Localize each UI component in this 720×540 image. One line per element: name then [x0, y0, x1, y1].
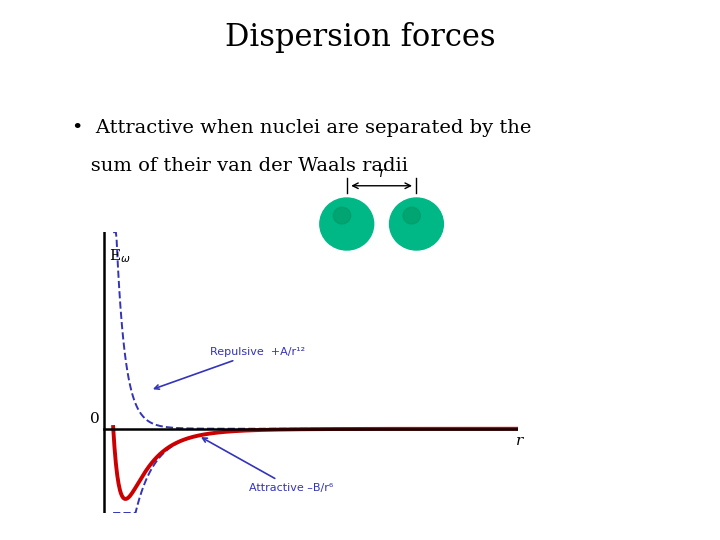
Text: Attractive –B/r⁶: Attractive –B/r⁶ [202, 438, 333, 492]
Circle shape [390, 198, 444, 250]
Text: Repulsive  +A/r¹²: Repulsive +A/r¹² [155, 347, 305, 389]
Circle shape [403, 207, 420, 224]
Circle shape [333, 207, 351, 224]
Text: 0: 0 [90, 412, 99, 426]
Text: sum of their van der Waals radii: sum of their van der Waals radii [72, 157, 408, 174]
Text: •  Attractive when nuclei are separated by the: • Attractive when nuclei are separated b… [72, 119, 531, 137]
Text: Dispersion forces: Dispersion forces [225, 22, 495, 52]
Text: r: r [516, 434, 523, 448]
Circle shape [320, 198, 374, 250]
Text: r: r [378, 166, 385, 180]
Text: E$_\omega$: E$_\omega$ [109, 247, 130, 265]
